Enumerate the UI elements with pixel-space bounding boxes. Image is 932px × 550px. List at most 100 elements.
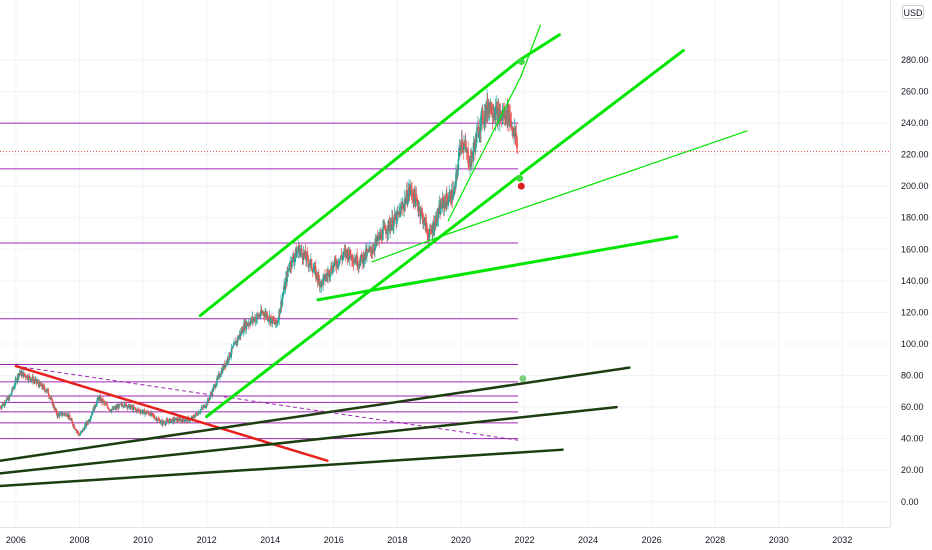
candle-body xyxy=(443,201,446,208)
candle-body xyxy=(377,238,379,241)
candle-body xyxy=(309,260,312,265)
candle-body xyxy=(441,207,443,209)
candle-body xyxy=(159,422,162,424)
candle-body xyxy=(178,417,181,421)
candle-body xyxy=(432,223,435,233)
candle-body xyxy=(497,108,500,111)
candle-body xyxy=(177,418,179,421)
candle-body xyxy=(293,258,296,263)
x-tick-label: 2026 xyxy=(642,535,662,545)
candle-body xyxy=(162,421,165,423)
candle-body xyxy=(437,214,440,219)
candle-body xyxy=(30,379,33,380)
candle-body xyxy=(227,358,229,362)
candle-body xyxy=(174,420,176,421)
candle-body xyxy=(371,252,373,254)
price-scale[interactable]: 0.00 20.00 40.00 60.00 80.00 100.00 120.00 140.… xyxy=(901,55,929,507)
candle-body xyxy=(174,418,177,421)
candle-body xyxy=(194,415,196,418)
candle-body xyxy=(219,375,222,377)
trendline xyxy=(198,58,522,318)
candle-body xyxy=(321,280,323,282)
candle-body xyxy=(356,255,359,266)
candle-body xyxy=(248,323,251,325)
candle-body xyxy=(185,418,187,421)
candle-body xyxy=(310,259,313,268)
candle-body xyxy=(145,411,148,414)
x-tick-label: 2032 xyxy=(832,535,852,545)
dashed-trendline xyxy=(15,365,519,441)
candle-body xyxy=(510,123,513,128)
candle-body xyxy=(207,398,210,400)
candle-body xyxy=(460,147,462,150)
marker-dot xyxy=(519,375,527,383)
candle-body xyxy=(107,406,109,409)
candle-body xyxy=(307,255,309,262)
candle-body xyxy=(52,403,55,408)
candle-body xyxy=(486,100,489,114)
candle-body xyxy=(204,407,207,409)
candle-body xyxy=(277,319,279,324)
candle-body xyxy=(127,404,130,407)
candle-body xyxy=(208,399,210,401)
time-scale-border xyxy=(0,527,890,528)
candle-body xyxy=(150,413,153,415)
candle-body xyxy=(514,127,516,137)
candle-body xyxy=(435,225,438,226)
candle-body xyxy=(230,347,233,354)
candle-body xyxy=(48,395,51,398)
candle-body xyxy=(1,405,3,408)
candle-body xyxy=(85,421,88,426)
candle-body xyxy=(470,151,473,168)
candle-body xyxy=(276,323,279,325)
candle-body xyxy=(91,413,93,416)
candle-body xyxy=(138,410,141,412)
candle-body xyxy=(402,205,404,208)
candle-body xyxy=(216,377,219,379)
candle-body xyxy=(455,170,458,174)
candle-body xyxy=(343,251,345,256)
candle-body xyxy=(275,319,277,325)
candle-body xyxy=(491,113,493,115)
candle-body xyxy=(433,222,436,230)
candle-body xyxy=(110,410,113,412)
candle-body xyxy=(464,142,467,148)
candle-body xyxy=(241,328,244,333)
candle-body xyxy=(54,407,57,411)
candle-body xyxy=(372,249,374,253)
candle-body xyxy=(417,208,420,211)
candlesticks xyxy=(0,89,519,437)
candle-body xyxy=(440,203,443,208)
time-scale[interactable]: 2006 2008 2010 2012 2014 2016 2018 2020 2022 2024… xyxy=(6,535,852,545)
candle-body xyxy=(219,376,221,378)
candle-body xyxy=(236,337,239,342)
trendlines[interactable] xyxy=(0,24,748,488)
candle-body xyxy=(125,403,127,407)
candle-body xyxy=(18,373,20,378)
candle-body xyxy=(61,414,63,416)
candle-body xyxy=(501,115,504,119)
candle-body xyxy=(359,259,362,266)
candle-body xyxy=(329,274,332,277)
candle-body xyxy=(513,131,515,137)
candle-body xyxy=(421,212,424,215)
candle-body xyxy=(457,159,460,171)
candle-body xyxy=(282,295,284,299)
candle-body xyxy=(332,265,334,273)
candle-body xyxy=(147,412,150,415)
candle-body xyxy=(87,420,90,424)
candle-body xyxy=(51,398,53,400)
y-tick-label: 160.00 xyxy=(901,244,929,254)
candle-body xyxy=(158,420,161,424)
candle-body xyxy=(89,419,92,421)
candle-body xyxy=(480,111,483,116)
candle-body xyxy=(360,254,363,258)
candle-body xyxy=(69,417,71,421)
candle-body xyxy=(198,412,201,414)
candle-body xyxy=(158,419,160,421)
candle-body xyxy=(4,404,6,406)
candle-body xyxy=(73,425,76,429)
candle-body xyxy=(160,420,162,423)
currency-label[interactable]: USD xyxy=(902,5,924,19)
